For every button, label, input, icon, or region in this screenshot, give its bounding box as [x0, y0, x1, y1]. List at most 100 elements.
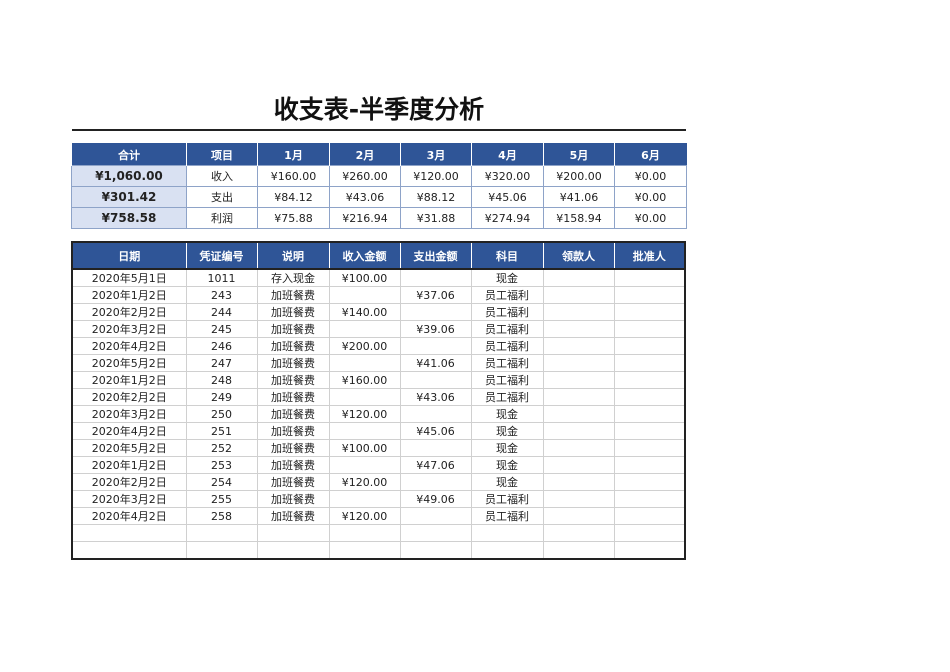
table-cell[interactable]: 加班餐费	[256, 405, 330, 423]
table-cell[interactable]: ¥100.00	[328, 439, 401, 457]
table-cell[interactable]: 2020年3月2日	[71, 320, 187, 338]
table-cell[interactable]: 2020年3月2日	[71, 490, 187, 508]
table-cell[interactable]: 247	[185, 354, 258, 372]
table-cell[interactable]: ¥0.00	[614, 186, 687, 208]
table-cell[interactable]: 加班餐费	[256, 354, 330, 372]
table-cell[interactable]	[542, 405, 615, 423]
table-cell[interactable]: 2020年1月2日	[71, 286, 187, 304]
table-cell[interactable]: ¥47.06	[399, 456, 472, 474]
table-cell[interactable]	[613, 524, 686, 542]
table-cell[interactable]	[185, 541, 258, 560]
table-cell[interactable]: ¥120.00	[328, 473, 401, 491]
table-cell[interactable]	[613, 541, 686, 560]
table-cell[interactable]: 2020年2月2日	[71, 473, 187, 491]
table-cell[interactable]	[542, 439, 615, 457]
table-cell[interactable]: 加班餐费	[256, 456, 330, 474]
table-cell[interactable]: 存入现金	[256, 268, 330, 287]
table-cell[interactable]	[613, 268, 686, 287]
table-cell[interactable]: ¥41.06	[399, 354, 472, 372]
table-cell[interactable]	[399, 303, 472, 321]
table-cell[interactable]	[399, 337, 472, 355]
table-cell[interactable]: 254	[185, 473, 258, 491]
table-cell[interactable]: 员工福利	[470, 507, 544, 525]
table-cell[interactable]: ¥200.00	[543, 165, 615, 187]
table-cell[interactable]: 2020年2月2日	[71, 303, 187, 321]
table-cell[interactable]: 加班餐费	[256, 371, 330, 389]
table-cell[interactable]: ¥1,060.00	[71, 165, 187, 187]
table-cell[interactable]	[542, 524, 615, 542]
table-cell[interactable]: 加班餐费	[256, 507, 330, 525]
table-cell[interactable]	[399, 268, 472, 287]
table-cell[interactable]	[328, 286, 401, 304]
table-cell[interactable]: 2020年4月2日	[71, 507, 187, 525]
table-cell[interactable]	[613, 337, 686, 355]
table-cell[interactable]	[328, 354, 401, 372]
table-cell[interactable]: 2020年3月2日	[71, 405, 187, 423]
table-cell[interactable]	[542, 320, 615, 338]
table-cell[interactable]	[328, 524, 401, 542]
table-cell[interactable]	[328, 456, 401, 474]
table-cell[interactable]	[399, 507, 472, 525]
table-cell[interactable]: 2020年4月2日	[71, 422, 187, 440]
table-cell[interactable]: ¥160.00	[328, 371, 401, 389]
table-cell[interactable]	[399, 405, 472, 423]
table-cell[interactable]	[613, 422, 686, 440]
table-cell[interactable]: ¥274.94	[471, 207, 544, 229]
table-cell[interactable]: 244	[185, 303, 258, 321]
table-cell[interactable]: 利润	[186, 207, 258, 229]
table-cell[interactable]: ¥43.06	[399, 388, 472, 406]
table-cell[interactable]: ¥160.00	[257, 165, 330, 187]
table-cell[interactable]: 249	[185, 388, 258, 406]
table-cell[interactable]	[542, 473, 615, 491]
table-cell[interactable]: ¥158.94	[543, 207, 615, 229]
table-cell[interactable]: 员工福利	[470, 490, 544, 508]
table-cell[interactable]	[542, 337, 615, 355]
table-cell[interactable]	[542, 507, 615, 525]
table-cell[interactable]	[71, 541, 187, 560]
table-cell[interactable]	[328, 320, 401, 338]
table-cell[interactable]: 加班餐费	[256, 337, 330, 355]
table-cell[interactable]: 加班餐费	[256, 439, 330, 457]
table-cell[interactable]	[613, 354, 686, 372]
table-cell[interactable]: 员工福利	[470, 388, 544, 406]
table-cell[interactable]	[328, 541, 401, 560]
table-cell[interactable]	[613, 490, 686, 508]
table-cell[interactable]	[613, 303, 686, 321]
table-cell[interactable]: 246	[185, 337, 258, 355]
table-cell[interactable]	[542, 303, 615, 321]
table-cell[interactable]: 2020年1月2日	[71, 456, 187, 474]
table-cell[interactable]: ¥0.00	[614, 165, 687, 187]
table-cell[interactable]: 加班餐费	[256, 490, 330, 508]
table-cell[interactable]: 1011	[185, 268, 258, 287]
table-cell[interactable]: 员工福利	[470, 337, 544, 355]
table-cell[interactable]: 员工福利	[470, 303, 544, 321]
table-cell[interactable]	[470, 524, 544, 542]
table-cell[interactable]	[613, 286, 686, 304]
table-cell[interactable]: ¥120.00	[400, 165, 472, 187]
table-cell[interactable]	[542, 388, 615, 406]
table-cell[interactable]: 现金	[470, 405, 544, 423]
table-cell[interactable]: ¥88.12	[400, 186, 472, 208]
table-cell[interactable]	[328, 422, 401, 440]
table-cell[interactable]	[542, 268, 615, 287]
table-cell[interactable]: 253	[185, 456, 258, 474]
table-cell[interactable]	[613, 507, 686, 525]
table-cell[interactable]: ¥49.06	[399, 490, 472, 508]
table-cell[interactable]	[613, 439, 686, 457]
table-cell[interactable]: 现金	[470, 422, 544, 440]
table-cell[interactable]: 2020年4月2日	[71, 337, 187, 355]
table-cell[interactable]: ¥120.00	[328, 507, 401, 525]
table-cell[interactable]: ¥45.06	[471, 186, 544, 208]
table-cell[interactable]: 加班餐费	[256, 320, 330, 338]
table-cell[interactable]: 员工福利	[470, 320, 544, 338]
table-cell[interactable]: 员工福利	[470, 286, 544, 304]
table-cell[interactable]: ¥260.00	[329, 165, 401, 187]
table-cell[interactable]	[542, 490, 615, 508]
table-cell[interactable]: 员工福利	[470, 354, 544, 372]
table-cell[interactable]	[542, 541, 615, 560]
table-cell[interactable]: 252	[185, 439, 258, 457]
table-cell[interactable]: 251	[185, 422, 258, 440]
table-cell[interactable]	[542, 286, 615, 304]
table-cell[interactable]	[399, 541, 472, 560]
table-cell[interactable]: ¥84.12	[257, 186, 330, 208]
